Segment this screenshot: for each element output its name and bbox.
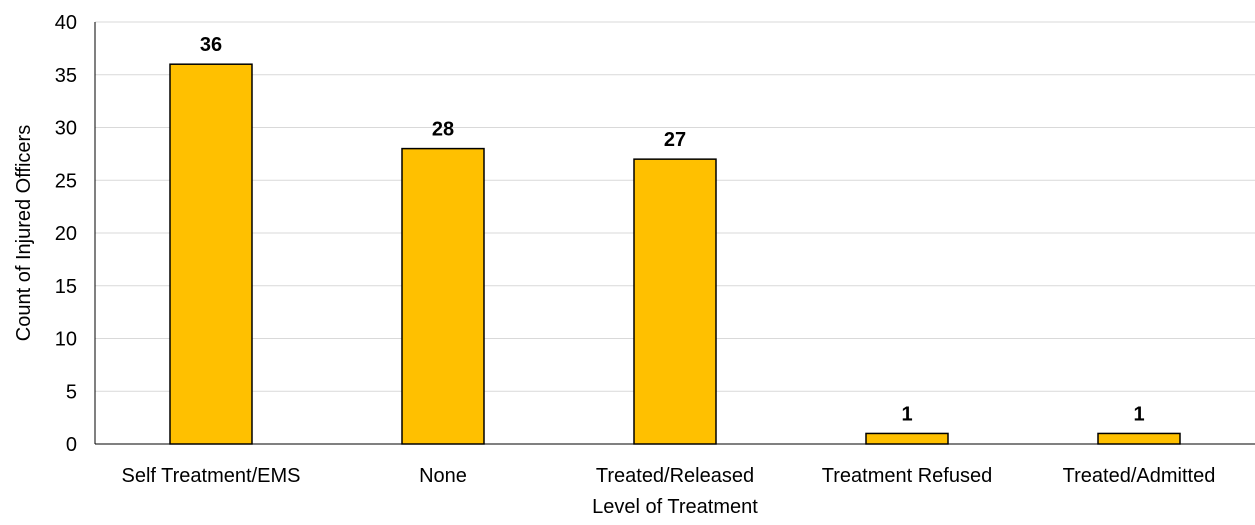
x-tick-label: Treated/Released [596, 465, 754, 487]
data-label: 1 [901, 403, 912, 425]
x-tick-label: Treatment Refused [822, 465, 992, 487]
x-axis-title: Level of Treatment [592, 496, 758, 518]
bar [865, 432, 949, 445]
data-label: 27 [664, 129, 686, 151]
y-tick-label: 0 [66, 434, 77, 456]
y-tick-label: 20 [55, 223, 77, 245]
x-tick-label: Treated/Admitted [1063, 465, 1216, 487]
y-tick-label: 35 [55, 65, 77, 87]
y-axis-ticks: 0 5 10 15 20 25 30 35 40 [55, 12, 77, 456]
y-tick-label: 5 [66, 381, 77, 403]
y-tick-label: 10 [55, 329, 77, 351]
x-tick-label: None [419, 465, 467, 487]
y-tick-label: 30 [55, 118, 77, 140]
data-label: 1 [1133, 403, 1144, 425]
bars [169, 63, 1181, 445]
data-labels: 36 28 27 1 1 [200, 34, 1145, 425]
bar [401, 147, 485, 445]
data-label: 36 [200, 34, 222, 56]
data-label: 28 [432, 119, 454, 141]
y-axis-title: Count of Injured Officers [13, 125, 35, 341]
x-tick-label: Self Treatment/EMS [122, 465, 301, 487]
y-tick-label: 15 [55, 276, 77, 298]
y-tick-label: 40 [55, 12, 77, 34]
y-tick-label: 25 [55, 170, 77, 192]
bar [1097, 432, 1181, 445]
bar [169, 63, 253, 445]
bar [633, 158, 717, 445]
x-axis-ticks: Self Treatment/EMS None Treated/Released Tr… [122, 465, 1216, 487]
